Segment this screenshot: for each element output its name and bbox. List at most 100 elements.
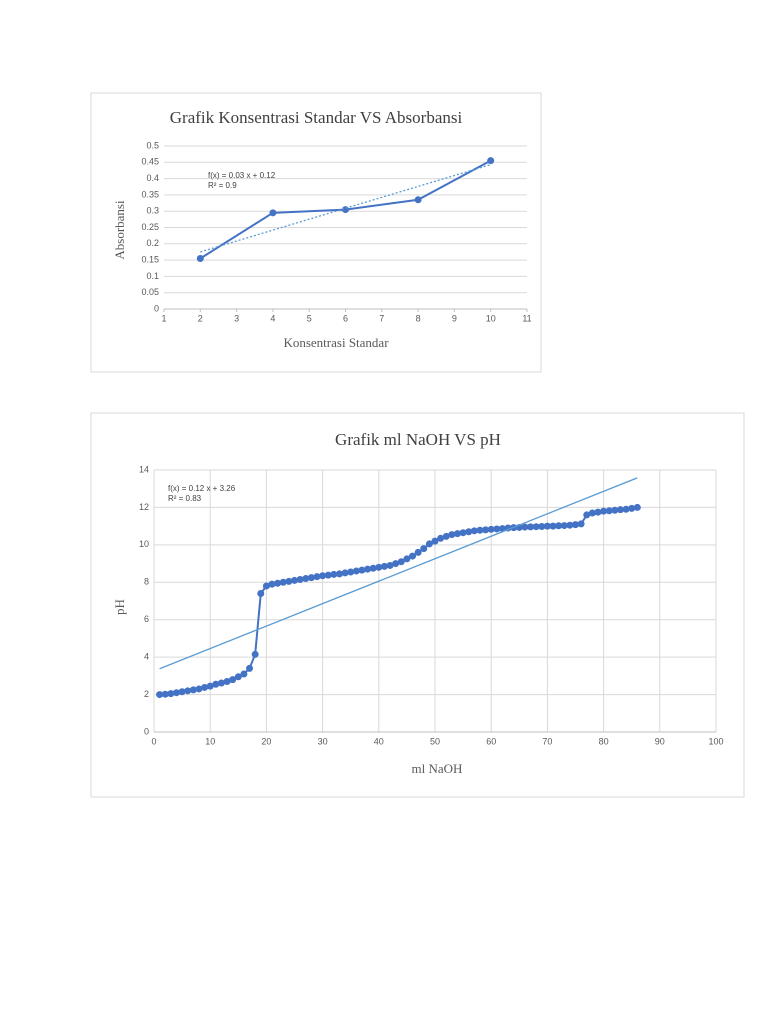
x-tick-label: 70 (542, 736, 552, 746)
y-tick-label: 0.45 (141, 157, 159, 167)
data-point (223, 677, 231, 685)
trendline-equation: f(x) = 0.12 x + 3.26 (168, 484, 236, 493)
data-point (319, 572, 327, 580)
data-point (465, 528, 473, 536)
x-tick-label: 20 (261, 736, 271, 746)
data-point (341, 569, 349, 577)
data-point (431, 537, 439, 545)
data-point (285, 577, 293, 585)
data-point (470, 527, 478, 535)
y-tick-label: 6 (144, 614, 149, 624)
data-point (527, 523, 535, 531)
data-point (493, 525, 501, 533)
y-tick-label: 0 (144, 726, 149, 736)
data-point (246, 664, 254, 672)
y-tick-label: 0.15 (141, 254, 159, 264)
data-point (572, 521, 579, 529)
data-point (521, 523, 529, 531)
data-point (414, 196, 422, 204)
x-axis-title: Konsentrasi Standar (283, 335, 389, 350)
data-point (577, 520, 585, 528)
y-tick-label: 0.4 (146, 173, 159, 183)
data-point (206, 682, 214, 690)
data-point (196, 254, 204, 262)
data-point (622, 505, 630, 513)
trendline-equation: R² = 0.83 (168, 494, 202, 503)
data-point (487, 525, 495, 533)
data-point (459, 529, 467, 537)
x-tick-label: 40 (374, 736, 384, 746)
x-tick-label: 7 (379, 313, 384, 323)
x-tick-label: 1 (161, 313, 166, 323)
data-point (555, 522, 563, 530)
data-point (566, 521, 574, 529)
data-point (425, 540, 433, 548)
data-point (212, 680, 220, 688)
data-point (184, 687, 192, 695)
chart-title: Grafik Konsentrasi Standar VS Absorbansi (170, 108, 463, 127)
data-point (335, 570, 343, 578)
x-tick-label: 11 (522, 313, 531, 323)
data-point (386, 561, 394, 569)
x-tick-label: 10 (205, 736, 215, 746)
data-point (195, 685, 203, 693)
x-tick-label: 9 (452, 313, 457, 323)
y-tick-label: 0.3 (146, 206, 159, 216)
x-tick-label: 80 (599, 736, 609, 746)
x-tick-label: 6 (343, 313, 348, 323)
data-point (257, 590, 265, 598)
data-point (269, 209, 277, 217)
data-point (302, 575, 310, 583)
data-point (229, 676, 237, 684)
y-tick-label: 0.1 (146, 271, 159, 281)
y-tick-label: 8 (144, 577, 149, 587)
chart-frame (90, 92, 542, 373)
x-tick-label: 5 (307, 313, 312, 323)
data-point (588, 509, 596, 517)
data-point (156, 691, 164, 699)
data-point (201, 683, 209, 691)
trendline (159, 477, 638, 670)
y-tick-label: 4 (144, 652, 149, 662)
data-point (330, 570, 338, 578)
data-point (498, 525, 506, 533)
y-axis-title: pH (112, 599, 127, 615)
data-point (560, 522, 568, 530)
data-point (274, 579, 282, 587)
data-point (583, 511, 591, 519)
data-point (291, 576, 298, 584)
data-point (262, 582, 270, 590)
y-tick-label: 12 (139, 502, 149, 512)
x-tick-label: 0 (151, 736, 156, 746)
data-point (324, 571, 332, 579)
y-tick-label: 14 (139, 464, 149, 474)
data-point (234, 673, 242, 681)
y-tick-label: 0 (154, 303, 159, 313)
data-point (189, 686, 197, 694)
y-tick-label: 0.2 (146, 238, 159, 248)
data-point (605, 507, 613, 515)
chart-frame (90, 412, 745, 798)
x-tick-label: 10 (486, 313, 496, 323)
data-point (161, 690, 169, 698)
trendline (200, 163, 491, 253)
data-point (409, 552, 417, 560)
y-tick-label: 10 (139, 539, 149, 549)
x-tick-label: 3 (234, 313, 239, 323)
data-point (482, 526, 490, 534)
data-point (600, 507, 608, 515)
data-point (240, 670, 248, 678)
trendline-equation: f(x) = 0.03 x + 0.12 (208, 171, 276, 180)
x-tick-label: 2 (198, 313, 203, 323)
data-point (251, 650, 259, 658)
data-point (172, 689, 180, 697)
data-point (358, 566, 366, 574)
data-point (217, 679, 225, 687)
data-point (616, 506, 624, 514)
x-tick-label: 8 (416, 313, 421, 323)
x-axis-title: ml NaOH (412, 761, 463, 776)
data-point (296, 575, 304, 583)
data-point (380, 562, 388, 570)
x-tick-label: 50 (430, 736, 440, 746)
data-point (397, 558, 405, 566)
